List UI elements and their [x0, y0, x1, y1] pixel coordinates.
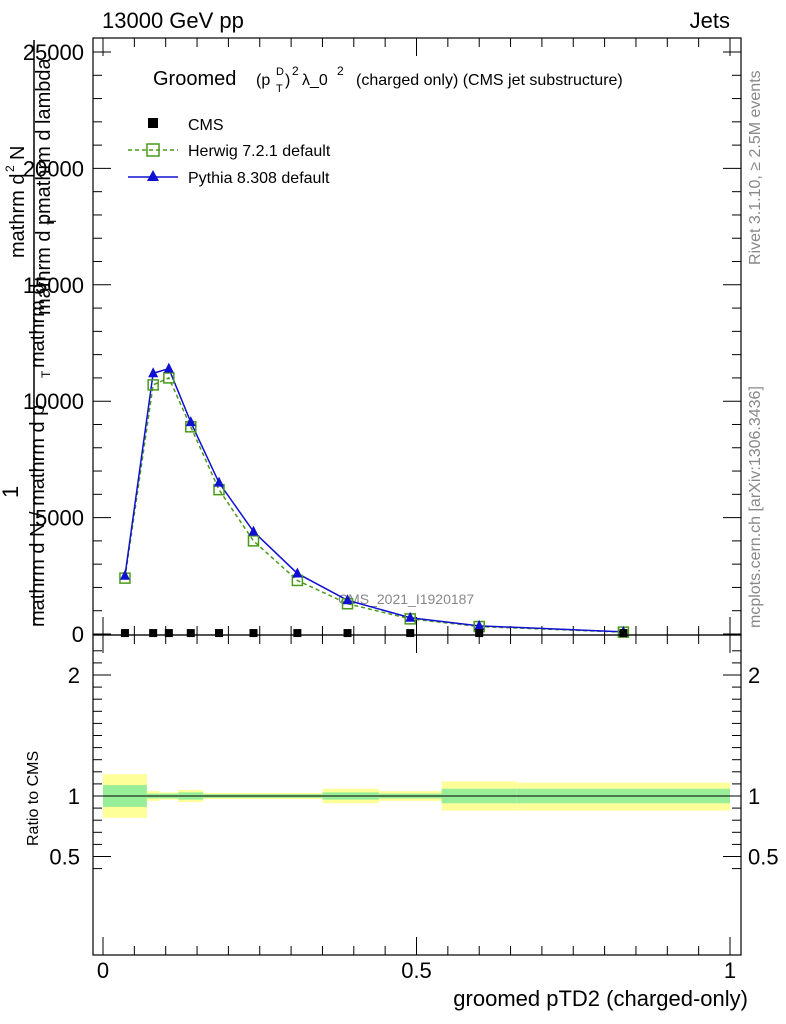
legend: CMS Herwig 7.2.1 default Pythia 8.308 de…	[128, 117, 331, 187]
title-sub-t: T	[276, 83, 283, 95]
ylabel-denominator-rest: mathrm d lambda	[33, 58, 55, 214]
header-energy: 13000 GeV pp	[102, 8, 244, 33]
main-y-tick-labels: 0 5000 10000 15000 20000 25000	[23, 40, 84, 647]
ylabel-denominator-sub: T	[45, 217, 59, 225]
x-tick-label: 0	[97, 958, 109, 983]
pythia-point	[342, 594, 353, 605]
x-tick-label: 0.5	[401, 958, 432, 983]
title-rest: (charged only) (CMS jet substructure)	[356, 72, 623, 89]
cms-point	[164, 629, 173, 638]
x-tick-label: 1	[724, 958, 736, 983]
title-close: )	[285, 72, 290, 89]
title-sup2: 2	[292, 64, 299, 78]
cms-point	[293, 629, 302, 638]
pythia-point	[248, 525, 259, 536]
legend-pythia-label: Pythia 8.308 default	[188, 170, 330, 187]
legend-cms-label: CMS	[188, 117, 224, 134]
x-axis-label: groomed pTD2 (charged-only)	[453, 986, 748, 1011]
legend-herwig-label: Herwig 7.2.1 default	[188, 143, 331, 160]
main-y-tick-label: 15000	[23, 273, 84, 298]
main-y-tick-label: 5000	[35, 506, 84, 531]
main-y-tick-label: 10000	[23, 389, 84, 414]
cms-point	[186, 629, 195, 638]
title-lambda: λ_0	[302, 72, 328, 89]
herwig-point	[147, 379, 159, 391]
watermark: CMS_2021_I1920187	[338, 591, 474, 607]
pythia-point	[405, 611, 416, 622]
mcplots-label: mcplots.cern.ch [arXiv:1306.3436]	[747, 386, 764, 628]
cms-point	[120, 629, 129, 638]
pythia-point	[119, 569, 130, 580]
ratio-y-tick-label-right: 2	[748, 663, 760, 688]
ratio-y-tick-label: 0.5	[49, 845, 80, 870]
ylabel-one: 1	[0, 486, 23, 498]
title-sup-d: D	[276, 66, 284, 78]
legend-herwig-marker	[146, 143, 160, 157]
cms-point	[214, 629, 223, 638]
ylabel-numerator: mathrm d	[7, 174, 29, 258]
herwig-point	[163, 372, 175, 384]
pythia-point	[148, 367, 159, 378]
rivet-label: Rivet 3.1.10, ≥ 2.5M events	[747, 70, 764, 265]
ratio-y-tick-label: 2	[68, 663, 80, 688]
cms-point	[149, 629, 158, 638]
ylabel-numerator-sup: 2	[3, 165, 17, 172]
ylabel-denominator: mathrm d p	[33, 214, 55, 315]
cms-point	[406, 629, 415, 638]
legend-cms-marker	[148, 118, 158, 128]
plot-title: Groomed (p D T ) 2 λ_0 2 (charged only) …	[153, 64, 623, 95]
ratio-y-tick-label-right: 1	[748, 784, 760, 809]
title-main: Groomed	[153, 68, 236, 90]
ratio-y-tick-labels: 0.5 0.5 1 1 2 2	[49, 663, 778, 870]
ylabel-numerator-n: N	[7, 146, 29, 160]
ratio-y-tick-label: 1	[68, 784, 80, 809]
pythia-point	[292, 567, 303, 578]
pythia-point	[474, 619, 485, 630]
title-p: (p	[256, 72, 270, 89]
cms-point	[249, 629, 258, 638]
pythia-point	[185, 416, 196, 427]
ylabel-left: mathrm d N / mathrm d p	[27, 405, 49, 627]
herwig-point	[247, 535, 260, 547]
title-sup2b: 2	[337, 64, 344, 78]
main-y-tick-label: 0	[72, 622, 84, 647]
ratio-y-tick-label-right: 0.5	[748, 845, 779, 870]
x-tick-labels: 0 0.5 1	[97, 958, 736, 983]
ylabel-left-rest: mathrm d	[27, 284, 49, 368]
main-y-axis-label: 1 mathrm d 2 N mathrm d p T mathrm d lam…	[0, 40, 59, 627]
cms-point	[619, 629, 628, 638]
ratio-y-label: Ratio to CMS	[25, 751, 42, 846]
main-y-tick-label: 20000	[23, 156, 84, 181]
cms-point	[343, 629, 352, 638]
legend-pythia-marker	[147, 170, 159, 181]
main-series	[119, 362, 630, 638]
main-axis-ticks	[93, 38, 741, 635]
pythia-point	[163, 362, 174, 373]
cms-point	[475, 629, 484, 638]
ylabel-left-sub: T	[39, 370, 53, 378]
main-y-tick-label: 25000	[23, 40, 84, 65]
ratio-axis-ticks	[93, 635, 741, 955]
pythia-point	[213, 476, 224, 487]
header-process: Jets	[690, 8, 730, 33]
